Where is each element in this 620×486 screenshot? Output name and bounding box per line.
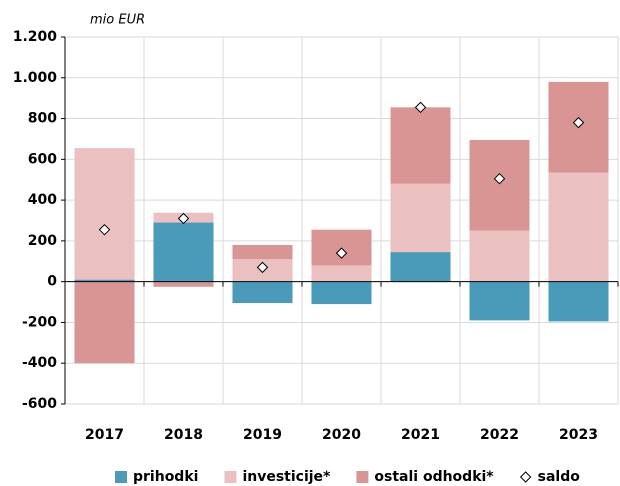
y-tick-label: -400 <box>22 355 57 371</box>
bar <box>548 172 609 282</box>
legend-label: ostali odhodki* <box>374 469 494 485</box>
bar <box>74 148 135 280</box>
y-tick-label: 400 <box>28 192 57 208</box>
saldo-marker <box>256 261 269 274</box>
chart-subtitle: mio EUR <box>90 13 145 28</box>
saldo-marker <box>98 223 111 236</box>
saldo-marker <box>414 101 427 114</box>
x-tick-label: 2022 <box>480 427 519 443</box>
saldo-marker <box>177 212 190 225</box>
y-tick-label: -600 <box>22 396 57 412</box>
y-tick-label: -200 <box>22 314 57 330</box>
bar <box>74 279 135 282</box>
legend-label: prihodki <box>133 469 198 485</box>
y-tick-label: 600 <box>28 151 57 167</box>
bar <box>232 244 293 260</box>
y-tick-label: 1.200 <box>13 29 58 45</box>
saldo-marker <box>335 247 348 259</box>
x-tick-label: 2019 <box>243 427 282 443</box>
saldo-marker <box>493 172 506 185</box>
legend-swatch <box>224 471 237 483</box>
bar <box>311 281 372 305</box>
x-tick-label: 2023 <box>559 427 598 443</box>
saldo-marker <box>572 116 585 129</box>
legend-label: investicije* <box>242 469 331 485</box>
legend-label: saldo <box>538 469 581 485</box>
x-tick-label: 2020 <box>322 427 361 443</box>
y-tick-label: 1.000 <box>13 70 58 86</box>
legend-marker <box>519 471 532 483</box>
bar <box>469 230 530 282</box>
bar <box>469 281 530 321</box>
bar <box>548 281 609 322</box>
bar <box>232 281 293 304</box>
bar <box>390 107 451 184</box>
x-tick-label: 2017 <box>85 427 124 443</box>
bar <box>469 139 530 231</box>
bar <box>311 265 372 282</box>
x-tick-label: 2021 <box>401 427 440 443</box>
bar <box>153 222 214 282</box>
x-tick-label: 2018 <box>164 427 203 443</box>
y-tick-label: 0 <box>47 274 57 290</box>
legend-swatch <box>356 471 369 483</box>
y-tick-label: 800 <box>28 111 57 127</box>
bar <box>74 281 135 364</box>
y-tick-label: 200 <box>28 233 57 249</box>
bar <box>390 252 451 282</box>
legend-swatch <box>115 471 127 483</box>
bar <box>153 281 214 287</box>
bar <box>390 183 451 253</box>
